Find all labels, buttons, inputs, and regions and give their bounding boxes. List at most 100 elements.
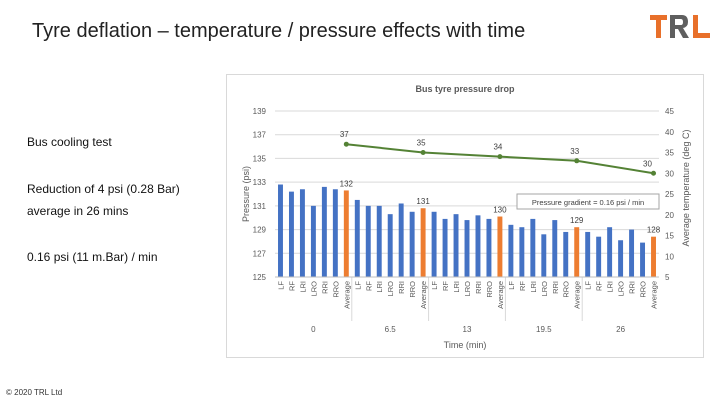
average-bar [497, 216, 503, 277]
y-tick-label: 139 [253, 107, 267, 116]
x-category-label: Average [342, 281, 351, 309]
annotation-box [516, 193, 660, 210]
temperature-data-label: 33 [570, 147, 579, 156]
average-bar [651, 236, 656, 277]
y2-tick-label: 40 [665, 128, 674, 137]
bullet-average-time: average in 26 mins [27, 204, 129, 218]
tyre-bar [310, 205, 316, 277]
average-bar [574, 227, 580, 277]
x-category-label: RRO [331, 281, 340, 298]
y2-tick-label: 10 [665, 252, 674, 261]
tyre-bar [552, 220, 558, 277]
x-axis-label: Time (min) [444, 340, 487, 350]
average-data-label: 130 [493, 206, 507, 215]
tyre-bar [409, 211, 415, 277]
temperature-point [343, 141, 349, 147]
tyre-bar [519, 227, 525, 277]
pressure-chart: Bus tyre pressure drop 125 127 129 131 133 135… [226, 74, 704, 358]
y2-tick-label: 5 [665, 273, 670, 282]
x-category-label: LRI [375, 281, 384, 293]
average-data-label: 132 [340, 179, 354, 188]
tyre-bar [431, 211, 437, 277]
x-category-label: Average [419, 281, 428, 309]
bullet-reduction: Reduction of 4 psi (0.28 Bar) [27, 182, 180, 196]
tyre-bar [541, 234, 547, 277]
x-category-label: LRO [309, 281, 318, 297]
x-category-label: RRI [551, 281, 560, 294]
temperature-point [497, 154, 503, 160]
tyre-bar [607, 227, 613, 277]
tyre-bar [398, 203, 404, 277]
tyre-bar [354, 199, 360, 277]
tyre-bar [585, 231, 591, 277]
x-category-label: RRO [639, 281, 648, 298]
x-category-label: LRI [452, 281, 461, 293]
x-category-label: RRO [485, 281, 494, 298]
y-tick-label: 133 [253, 178, 267, 187]
y-tick-label: 131 [253, 202, 267, 211]
trl-logo [650, 14, 712, 45]
pressure-gradient-annotation: Pressure gradient = 0.16 psi / min [532, 198, 644, 207]
x-category-label: RF [287, 281, 296, 291]
temperature-point [651, 170, 657, 176]
tyre-bar [376, 205, 382, 277]
y2-tick-label: 25 [665, 190, 674, 199]
chart-title: Bus tyre pressure drop [415, 84, 515, 94]
y-tick-label: 129 [253, 226, 267, 235]
x-category-label: LRI [606, 281, 615, 293]
temperature-point [420, 150, 426, 155]
average-data-label: 131 [416, 197, 430, 206]
x-group-label: 13 [463, 325, 472, 334]
bullet-rate: 0.16 psi (11 m.Bar) / min [27, 250, 158, 264]
x-category-label: RRI [397, 281, 406, 294]
x-group-label: 26 [616, 325, 625, 334]
x-category-label: RRI [628, 281, 637, 294]
tyre-bar [288, 191, 294, 277]
chart-canvas: Bus tyre pressure drop125127129131133135… [241, 84, 691, 350]
y-tick-label: 127 [253, 249, 267, 258]
tyre-bar [332, 189, 338, 277]
slide-title: Tyre deflation – temperature / pressure … [32, 20, 526, 42]
y2-axis-label: Average temperature (deg C) [681, 130, 691, 247]
tyre-bar [464, 220, 470, 277]
tyre-bar [278, 184, 283, 277]
temperature-data-label: 35 [417, 139, 426, 148]
y2-tick-label: 15 [665, 232, 674, 241]
copyright-footer: © 2020 TRL Ltd [6, 388, 63, 397]
tyre-bar [530, 218, 536, 277]
x-group-label: 19.5 [536, 325, 552, 334]
x-category-label: LF [430, 281, 439, 290]
x-category-label: Average [573, 281, 582, 309]
y2-tick-label: 35 [665, 149, 674, 158]
average-bar [420, 208, 426, 277]
tyre-bar [486, 218, 492, 277]
x-category-label: RF [595, 281, 604, 291]
tyre-bar [475, 215, 481, 277]
average-bar [343, 190, 349, 277]
average-data-label: 128 [647, 226, 661, 235]
x-category-label: LRO [617, 281, 626, 297]
tyre-bar [387, 214, 393, 277]
x-category-label: LF [276, 281, 285, 290]
y-tick-label: 125 [253, 273, 267, 282]
tyre-bar [442, 218, 448, 277]
tyre-bar [321, 186, 327, 277]
tyre-bar [508, 224, 514, 277]
x-category-label: RRI [320, 281, 329, 294]
bullet-cooling-test: Bus cooling test [27, 135, 112, 149]
tyre-bar [453, 214, 459, 277]
tyre-bar [365, 205, 371, 277]
x-group-label: 6.5 [385, 325, 397, 334]
y-tick-label: 137 [253, 131, 267, 140]
x-group-label: 0 [311, 325, 316, 334]
temperature-data-label: 30 [643, 159, 652, 168]
x-category-label: LF [507, 281, 516, 290]
y2-tick-label: 20 [665, 211, 674, 220]
tyre-bar [563, 231, 569, 277]
x-category-label: RRO [562, 281, 571, 298]
x-category-label: Average [496, 281, 505, 309]
y-tick-label: 135 [253, 154, 267, 163]
y2-tick-label: 45 [665, 107, 674, 116]
x-category-label: LRI [529, 281, 538, 293]
y-axis-label: Pressure (psi) [241, 166, 251, 222]
